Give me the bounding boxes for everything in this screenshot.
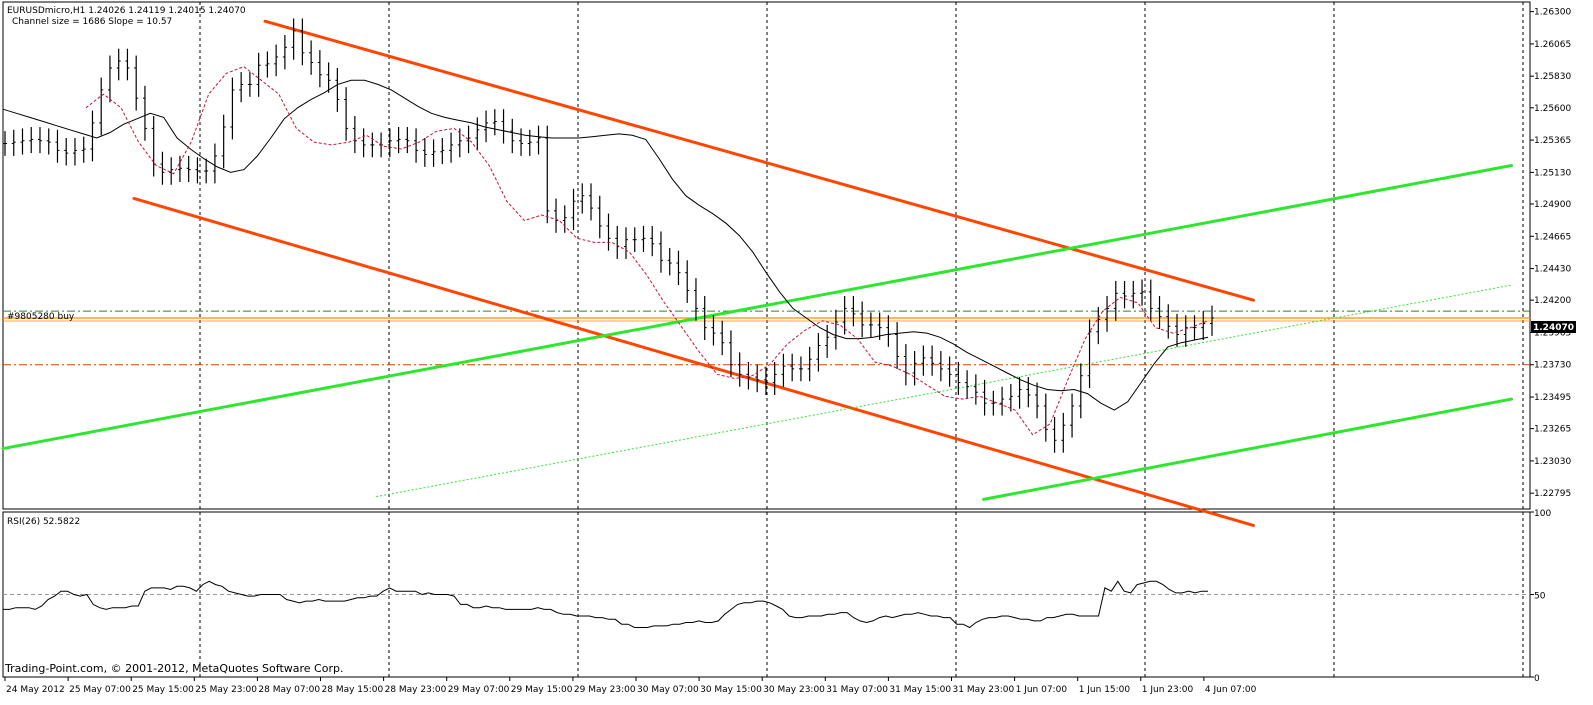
price-tick-label: 1.23265 xyxy=(1534,425,1571,435)
channel-line-3 xyxy=(982,397,1514,501)
order-label: #9805280 buy xyxy=(7,312,75,322)
time-tick-label: 29 May 07:00 xyxy=(448,685,510,695)
rsi-axis: 100 50 0 xyxy=(1530,509,1551,684)
time-tick-label: 24 May 2012 xyxy=(6,685,65,695)
time-tick-label: 31 May 15:00 xyxy=(889,685,951,695)
rsi-label: RSI(26) 52.5822 xyxy=(7,517,80,527)
price-tick-label: 1.23965 xyxy=(1534,328,1571,338)
time-tick-label: 1 Jun 07:00 xyxy=(1016,685,1068,695)
copyright: Trading-Point.com, © 2001-2012, MetaQuot… xyxy=(4,662,343,675)
symbol-header: EURUSDmicro,H1 1.24026 1.24119 1.24015 1… xyxy=(7,6,246,16)
grid xyxy=(3,2,1530,677)
rsi-tick-label: 50 xyxy=(1534,592,1546,602)
time-tick-label: 25 May 07:00 xyxy=(69,685,131,695)
rsi-tick-label: 0 xyxy=(1534,674,1540,684)
time-tick-label: 29 May 23:00 xyxy=(574,685,636,695)
rsi-series-line xyxy=(3,580,1208,629)
channel-mid-line xyxy=(376,284,1512,498)
time-tick-label: 28 May 07:00 xyxy=(258,685,320,695)
price-tick-label: 1.22795 xyxy=(1534,489,1571,499)
price-tick-label: 1.24665 xyxy=(1534,232,1571,242)
ma-fast-line xyxy=(85,66,1209,436)
time-tick-label: 29 May 15:00 xyxy=(511,685,573,695)
current-price-label: 1.24070 xyxy=(1533,323,1574,333)
time-tick-label: 1 Jun 23:00 xyxy=(1142,685,1194,695)
price-tick-label: 1.26065 xyxy=(1534,40,1571,50)
price-tick-label: 1.24200 xyxy=(1534,296,1571,306)
current-price-tag: 1.24070 xyxy=(1531,321,1576,333)
price-bars xyxy=(3,18,1214,453)
ma-slow-line xyxy=(2,79,1209,411)
price-tick-label: 1.25830 xyxy=(1534,72,1571,82)
time-tick-label: 28 May 23:00 xyxy=(385,685,447,695)
rsi-line xyxy=(3,580,1208,629)
time-axis: 24 May 2012 25 May 07:00 25 May 15:00 25 Ma… xyxy=(4,677,1257,695)
price-tick-label: 1.23030 xyxy=(1534,457,1571,467)
time-tick-label: 30 May 15:00 xyxy=(700,685,762,695)
price-tick-label: 1.25130 xyxy=(1534,168,1571,178)
time-tick-label: 1 Jun 15:00 xyxy=(1079,685,1131,695)
time-tick-label: 25 May 15:00 xyxy=(132,685,194,695)
time-tick-label: 28 May 15:00 xyxy=(322,685,384,695)
horizontal-levels xyxy=(3,310,1530,366)
price-tick-label: 1.23495 xyxy=(1534,393,1571,403)
time-tick-label: 30 May 07:00 xyxy=(637,685,699,695)
price-tick-label: 1.23730 xyxy=(1534,361,1571,371)
time-tick-label: 31 May 07:00 xyxy=(826,685,888,695)
price-tick-label: 1.26300 xyxy=(1534,8,1571,18)
channel-line-1 xyxy=(132,196,1256,527)
price-tick-label: 1.24430 xyxy=(1534,265,1571,275)
time-tick-label: 25 May 23:00 xyxy=(195,685,257,695)
channel-line-2 xyxy=(1,164,1514,451)
time-tick-label: 4 Jun 07:00 xyxy=(1205,685,1257,695)
channel-info: Channel size = 1686 Slope = 10.57 xyxy=(12,17,172,27)
time-tick-label: 31 May 23:00 xyxy=(953,685,1015,695)
time-tick-label: 30 May 23:00 xyxy=(763,685,825,695)
price-tick-label: 1.25365 xyxy=(1534,136,1571,146)
price-tick-label: 1.25600 xyxy=(1534,104,1571,114)
moving-averages xyxy=(2,66,1209,436)
channel-lines xyxy=(1,19,1514,527)
price-axis: 1.26300 1.26065 1.25830 1.25600 1.25365 1.251… xyxy=(1530,8,1571,499)
rsi-tick-label: 100 xyxy=(1534,509,1551,519)
price-tick-label: 1.24900 xyxy=(1534,200,1571,210)
channel-line-0 xyxy=(263,19,1256,302)
